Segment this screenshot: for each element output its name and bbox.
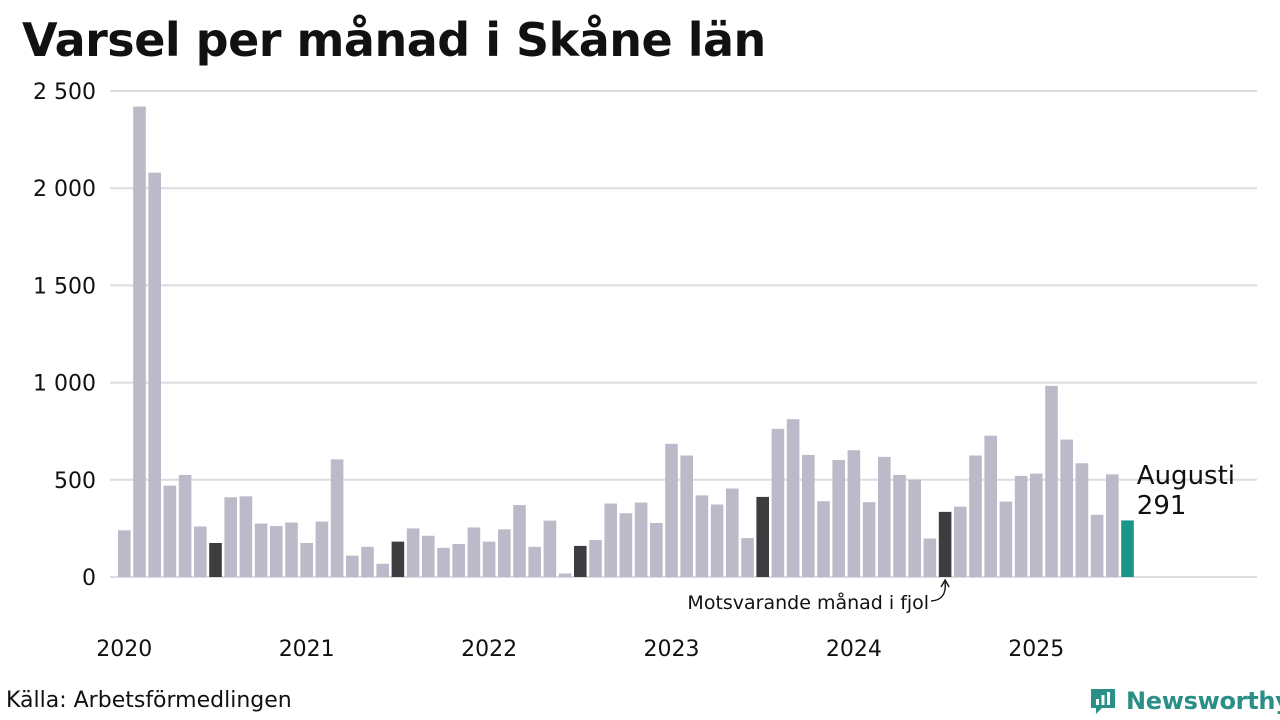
bar <box>802 454 815 577</box>
bar <box>513 505 526 577</box>
bar <box>954 506 967 577</box>
bar <box>118 530 131 577</box>
bar <box>482 541 496 577</box>
y-axis-tick-labels: 0 500 1 000 1 500 2 000 2 500 <box>33 80 96 591</box>
bar <box>528 546 541 577</box>
chart-title: Varsel per månad i Skåne län <box>22 13 766 67</box>
bar <box>133 106 146 577</box>
bar <box>680 455 693 577</box>
bar <box>1075 463 1089 577</box>
bar <box>1045 385 1058 577</box>
bar <box>315 521 329 577</box>
bar <box>1121 520 1134 577</box>
bar <box>938 511 952 577</box>
bar <box>163 485 177 577</box>
bar <box>923 538 937 577</box>
bar <box>437 547 450 577</box>
bar <box>285 522 298 577</box>
bar <box>330 459 344 577</box>
bar <box>650 522 663 577</box>
bar <box>1106 474 1119 577</box>
bar <box>300 542 313 577</box>
x-axis-year-labels: 2020 2021 2022 2023 2024 2025 <box>96 637 1064 662</box>
bar <box>999 501 1013 577</box>
bar <box>543 520 557 577</box>
x-tick-label: 2023 <box>644 637 700 662</box>
bar <box>893 474 906 577</box>
y-tick-label: 2 500 <box>33 80 96 105</box>
bar <box>346 555 359 577</box>
annotation-arrowhead <box>940 578 950 588</box>
bar <box>1090 514 1104 577</box>
bar <box>726 488 739 577</box>
x-tick-label: 2025 <box>1008 637 1064 662</box>
bar <box>847 450 861 577</box>
bar <box>558 573 572 577</box>
bar <box>786 419 800 577</box>
newsworthy-logo-icon <box>1091 689 1115 714</box>
bar <box>498 529 511 577</box>
brand-name: Newsworthy <box>1126 687 1280 715</box>
y-tick-label: 1 000 <box>33 372 96 397</box>
bar <box>391 541 405 577</box>
bar <box>1014 475 1028 577</box>
bar <box>239 496 253 577</box>
bar <box>224 497 237 577</box>
bar <box>984 435 997 577</box>
bar <box>862 502 876 577</box>
bar <box>1060 439 1073 577</box>
bar <box>270 526 283 577</box>
x-tick-label: 2021 <box>279 637 335 662</box>
comparison-annotation: Motsvarande månad i fjol <box>687 591 929 614</box>
bar <box>254 523 268 577</box>
y-tick-label: 0 <box>82 566 96 591</box>
bar <box>832 459 845 577</box>
annotation-arrow <box>931 581 947 602</box>
current-month-label: Augusti <box>1137 461 1235 491</box>
bar <box>589 540 602 577</box>
x-tick-label: 2024 <box>826 637 882 662</box>
bar <box>467 527 481 577</box>
bar <box>148 172 161 577</box>
bar <box>710 504 724 577</box>
x-tick-label: 2020 <box>96 637 152 662</box>
bar <box>771 428 785 577</box>
bar <box>209 542 222 577</box>
y-tick-label: 2 000 <box>33 177 96 202</box>
bar <box>619 513 633 577</box>
y-tick-label: 1 500 <box>33 274 96 299</box>
bar <box>406 528 420 577</box>
bar <box>422 535 435 577</box>
bar <box>908 479 921 577</box>
bar <box>695 495 709 577</box>
bar <box>634 502 648 577</box>
bars <box>118 106 1134 577</box>
source-note: Källa: Arbetsförmedlingen <box>6 688 292 713</box>
bar <box>361 546 374 577</box>
bar <box>756 496 769 577</box>
bar <box>878 456 891 577</box>
bar <box>376 563 389 577</box>
brand-logo[interactable]: Newsworthy <box>1088 684 1280 718</box>
y-tick-label: 500 <box>54 469 96 494</box>
bar <box>817 501 830 577</box>
bar <box>969 455 982 577</box>
current-month-value: 291 <box>1137 491 1187 521</box>
bar <box>741 538 754 577</box>
bar <box>665 443 678 577</box>
bar <box>1030 473 1043 577</box>
bar <box>604 503 617 577</box>
bar <box>574 545 587 577</box>
bar <box>178 474 192 577</box>
x-tick-label: 2022 <box>461 637 517 662</box>
bar <box>452 543 465 577</box>
bar <box>194 526 207 577</box>
